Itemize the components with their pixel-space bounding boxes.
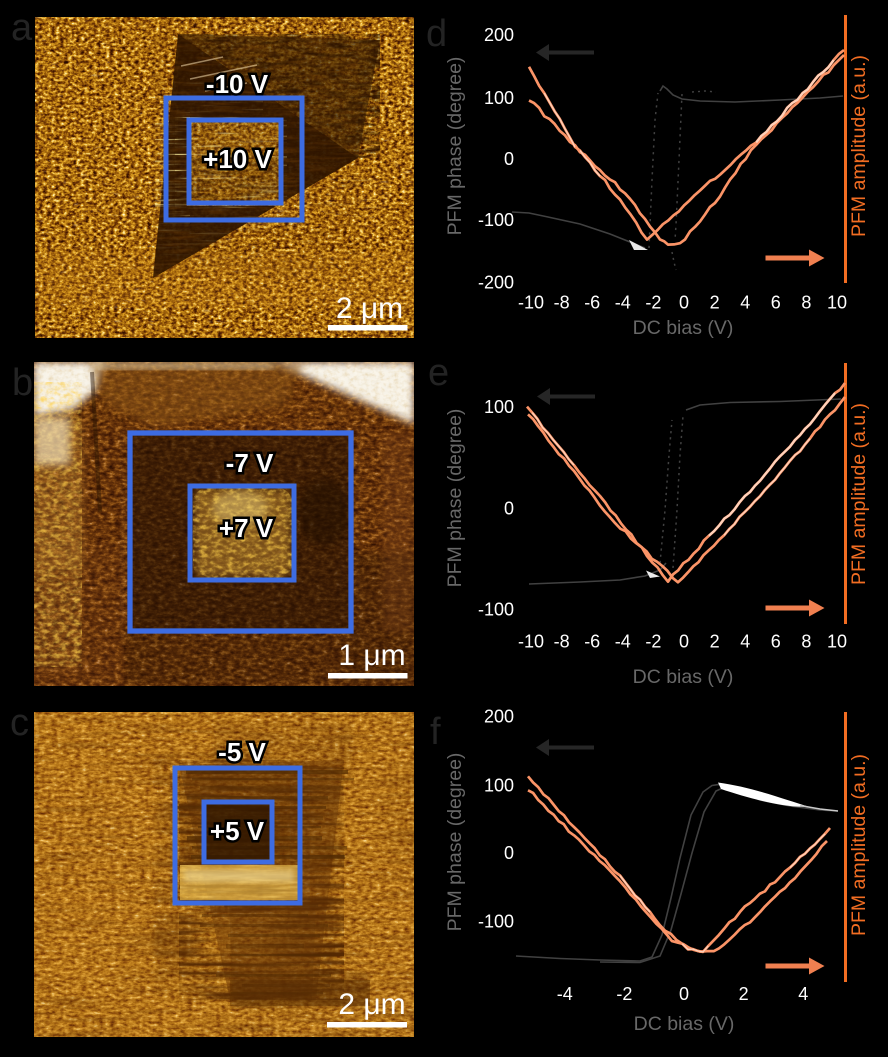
svg-text:100: 100 bbox=[484, 776, 514, 796]
svg-text:PFM amplitude (a.u.): PFM amplitude (a.u.) bbox=[848, 754, 870, 936]
svg-text:-8: -8 bbox=[554, 632, 570, 652]
svg-text:-8: -8 bbox=[554, 293, 570, 313]
svg-text:e: e bbox=[428, 352, 449, 394]
svg-text:2: 2 bbox=[710, 632, 720, 652]
svg-text:0: 0 bbox=[679, 293, 689, 313]
svg-text:+5 V: +5 V bbox=[210, 816, 265, 846]
svg-text:c: c bbox=[10, 702, 29, 744]
svg-text:f: f bbox=[430, 711, 441, 753]
svg-text:200: 200 bbox=[484, 707, 514, 727]
svg-text:PFM amplitude (a.u.): PFM amplitude (a.u.) bbox=[848, 403, 870, 585]
svg-text:0: 0 bbox=[679, 632, 689, 652]
svg-text:-10: -10 bbox=[518, 293, 544, 313]
svg-text:10: 10 bbox=[827, 293, 847, 313]
svg-text:-100: -100 bbox=[478, 912, 514, 932]
svg-text:PFM phase (degree): PFM phase (degree) bbox=[444, 753, 466, 932]
svg-text:-7 V: -7 V bbox=[226, 448, 274, 478]
svg-text:d: d bbox=[426, 13, 447, 55]
svg-text:DC bias (V): DC bias (V) bbox=[633, 666, 734, 688]
svg-text:PFM phase (degree): PFM phase (degree) bbox=[444, 409, 466, 588]
svg-text:0: 0 bbox=[504, 149, 514, 169]
svg-text:2 μm: 2 μm bbox=[336, 292, 403, 325]
svg-text:2: 2 bbox=[739, 984, 749, 1004]
svg-text:-5 V: -5 V bbox=[218, 737, 266, 767]
svg-text:0: 0 bbox=[504, 499, 514, 519]
svg-text:4: 4 bbox=[798, 984, 808, 1004]
svg-text:6: 6 bbox=[771, 632, 781, 652]
svg-text:-6: -6 bbox=[584, 632, 600, 652]
svg-text:-4: -4 bbox=[557, 984, 573, 1004]
svg-text:-4: -4 bbox=[615, 632, 631, 652]
svg-text:200: 200 bbox=[484, 25, 514, 45]
svg-text:1 μm: 1 μm bbox=[338, 639, 405, 672]
svg-text:+10 V: +10 V bbox=[203, 144, 272, 174]
svg-text:-6: -6 bbox=[584, 293, 600, 313]
svg-text:-2: -2 bbox=[645, 632, 661, 652]
svg-text:8: 8 bbox=[801, 632, 811, 652]
svg-text:-4: -4 bbox=[615, 293, 631, 313]
svg-text:-10: -10 bbox=[518, 632, 544, 652]
svg-text:4: 4 bbox=[740, 293, 750, 313]
svg-text:-200: -200 bbox=[478, 272, 514, 292]
svg-text:8: 8 bbox=[801, 293, 811, 313]
svg-text:-2: -2 bbox=[616, 984, 632, 1004]
svg-text:a: a bbox=[11, 7, 33, 49]
svg-text:-100: -100 bbox=[478, 210, 514, 230]
svg-text:DC bias (V): DC bias (V) bbox=[633, 317, 734, 339]
svg-text:6: 6 bbox=[771, 293, 781, 313]
svg-text:-2: -2 bbox=[645, 293, 661, 313]
svg-text:-100: -100 bbox=[478, 599, 514, 619]
svg-text:PFM phase (degree): PFM phase (degree) bbox=[444, 57, 466, 236]
svg-text:100: 100 bbox=[484, 397, 514, 417]
svg-text:b: b bbox=[12, 362, 33, 404]
svg-text:+7 V: +7 V bbox=[219, 513, 274, 543]
svg-text:4: 4 bbox=[740, 632, 750, 652]
svg-text:0: 0 bbox=[504, 843, 514, 863]
svg-text:0: 0 bbox=[679, 984, 689, 1004]
svg-text:-10 V: -10 V bbox=[206, 69, 269, 99]
svg-text:10: 10 bbox=[827, 632, 847, 652]
svg-text:PFM amplitude (a.u.): PFM amplitude (a.u.) bbox=[848, 55, 870, 237]
svg-text:100: 100 bbox=[484, 88, 514, 108]
svg-text:DC bias (V): DC bias (V) bbox=[634, 1013, 735, 1035]
svg-text:2 μm: 2 μm bbox=[338, 988, 405, 1021]
svg-text:2: 2 bbox=[710, 293, 720, 313]
